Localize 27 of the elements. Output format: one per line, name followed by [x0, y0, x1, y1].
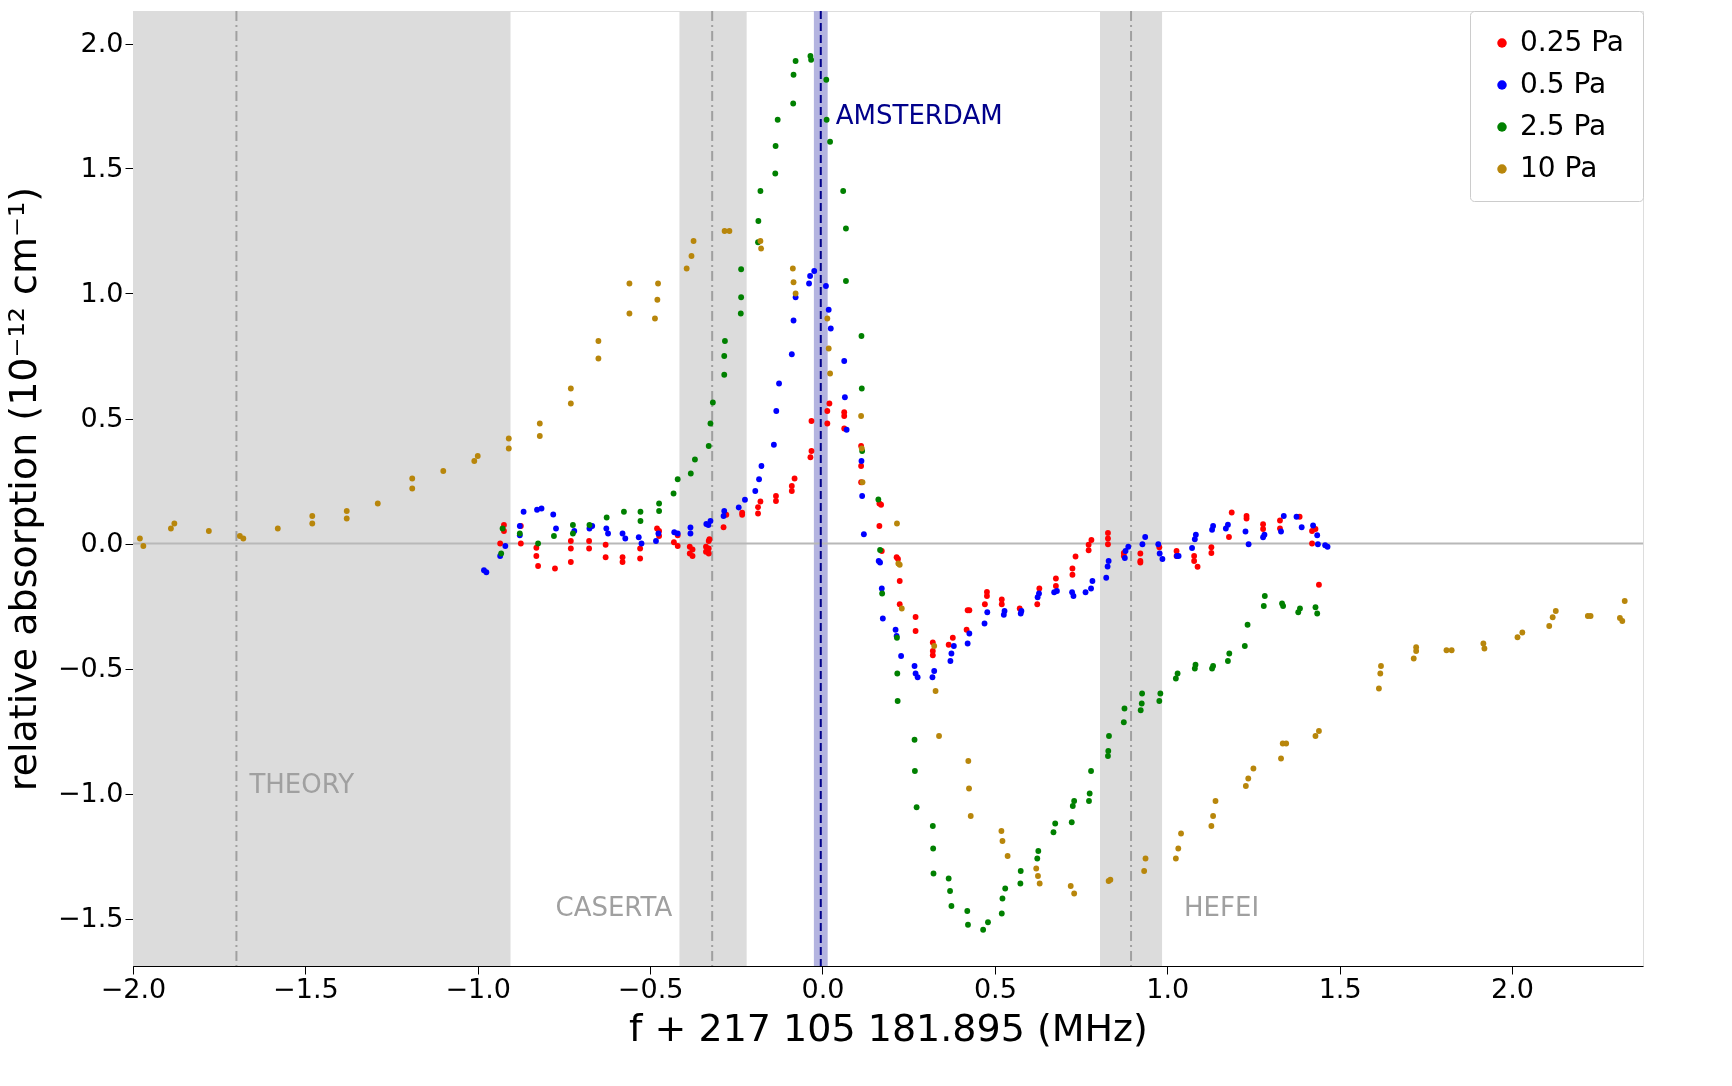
- x-tick-label: −1.5: [273, 972, 339, 1004]
- x-tick-label: −2.0: [100, 972, 167, 1004]
- y-tick-label: 0.0: [80, 527, 124, 558]
- y-axis-title: relative absorption (10⁻¹² cm⁻¹): [0, 186, 45, 792]
- ref-line-label: HEFEI: [1184, 891, 1260, 922]
- x-tick-label: −1.0: [445, 972, 512, 1004]
- y-tick-label: −1.5: [57, 902, 124, 933]
- x-tick-label: 0.0: [801, 972, 845, 1004]
- x-tick-label: 1.5: [1318, 972, 1362, 1004]
- legend-label: 10 Pa: [1520, 151, 1598, 184]
- legend-label: 2.5 Pa: [1520, 109, 1607, 142]
- y-tick-label: 0.5: [80, 402, 124, 433]
- y-tick-label: 1.5: [80, 152, 124, 183]
- y-tick-label: 1.0: [80, 277, 124, 308]
- y-tick-label: −1.0: [57, 777, 124, 808]
- x-tick-label: 0.5: [973, 972, 1017, 1004]
- ref-line-label: CASERTA: [555, 891, 673, 922]
- y-tick-label: 2.0: [80, 27, 124, 58]
- ref-line-label: THEORY: [248, 768, 355, 799]
- legend-label: 0.5 Pa: [1520, 67, 1607, 100]
- x-tick-label: −0.5: [617, 972, 684, 1004]
- ref-line-label: AMSTERDAM: [835, 100, 1003, 131]
- x-tick-label: 2.0: [1491, 972, 1534, 1004]
- y-tick-label: −0.5: [57, 652, 124, 683]
- legend-label: 0.25 Pa: [1520, 25, 1625, 58]
- x-tick-label: 1.0: [1146, 972, 1190, 1004]
- x-axis-title: f + 217 105 181.895 (MHz): [629, 1005, 1148, 1050]
